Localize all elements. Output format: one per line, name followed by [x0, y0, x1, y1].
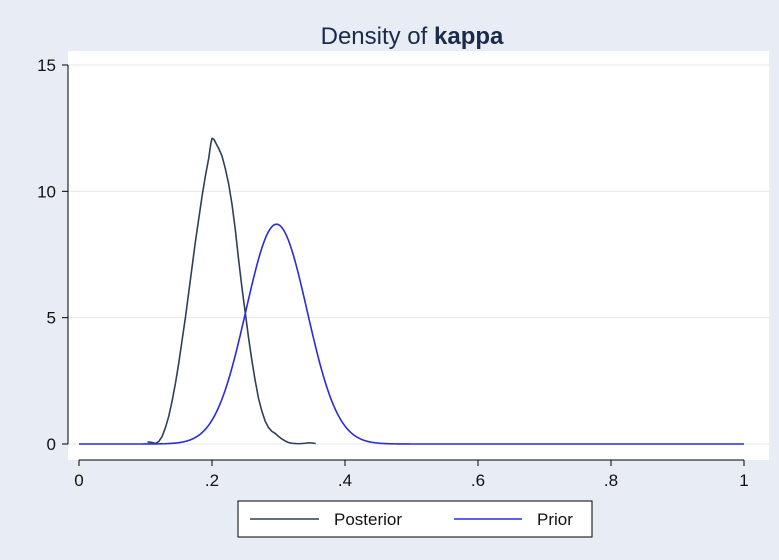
- chart-title-variable: kappa: [434, 23, 504, 50]
- legend-label-prior: Prior: [537, 510, 573, 529]
- chart-title-prefix: Density of: [321, 23, 434, 50]
- legend: Posterior Prior: [237, 500, 593, 538]
- chart-title: Density of kappa: [321, 23, 504, 50]
- y-tick-label-10: 10: [37, 182, 56, 201]
- legend-label-posterior: Posterior: [334, 510, 402, 529]
- y-tick-label-5: 5: [47, 309, 56, 328]
- axes: 0 5 10 15 0 .2 .4 .6 .8 1: [37, 56, 749, 490]
- x-tick-label-.2: .2: [205, 471, 219, 490]
- x-tick-label-.4: .4: [338, 471, 352, 490]
- series-lines: [79, 137, 744, 445]
- x-tick-label-.6: .6: [471, 471, 485, 490]
- series-line-posterior: [147, 137, 316, 445]
- y-tick-label-0: 0: [47, 435, 56, 454]
- x-tick-label-1: 1: [739, 471, 748, 490]
- y-tick-label-15: 15: [37, 56, 56, 75]
- x-tick-label-0: 0: [74, 471, 83, 490]
- plot-area: [68, 51, 769, 460]
- x-tick-label-.8: .8: [604, 471, 618, 490]
- series-line-prior: [79, 223, 744, 445]
